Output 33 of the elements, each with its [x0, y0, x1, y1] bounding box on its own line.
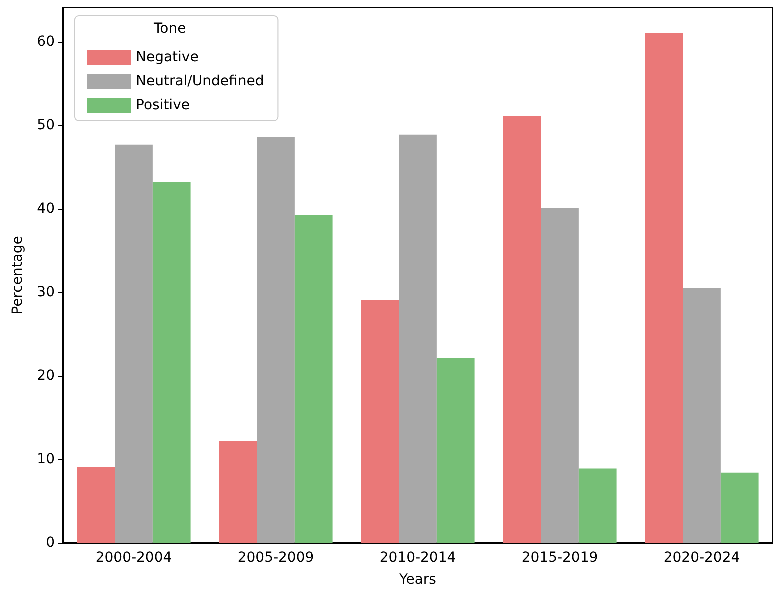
y-tick-label: 50	[37, 118, 55, 134]
y-tick-label: 20	[37, 368, 55, 384]
bar	[77, 467, 116, 543]
bar	[399, 134, 437, 543]
x-tick-label: 2020-2024	[664, 550, 740, 566]
bar	[541, 208, 579, 543]
y-tick-label: 30	[37, 284, 55, 301]
bar	[720, 472, 759, 543]
bar	[115, 144, 153, 543]
y-tick-label: 40	[37, 201, 55, 218]
bar	[294, 214, 333, 543]
y-tick-label: 0	[46, 535, 55, 551]
legend-label: Neutral/Undefined	[136, 74, 264, 90]
x-tick-label: 2015-2019	[522, 550, 598, 566]
y-tick-label: 60	[37, 34, 55, 50]
bar	[257, 137, 295, 543]
bar	[683, 288, 721, 543]
bar	[219, 441, 258, 543]
y-axis-title: Percentage	[10, 236, 26, 315]
bar	[503, 116, 542, 543]
bar	[361, 300, 400, 543]
x-tick-label: 2000-2004	[96, 550, 172, 566]
bar	[152, 182, 191, 543]
x-axis-title: Years	[398, 572, 436, 588]
x-tick-label: 2005-2009	[238, 550, 314, 566]
legend-label: Negative	[136, 50, 199, 66]
x-tick-label: 2010-2014	[380, 550, 456, 566]
bar	[578, 468, 617, 543]
bar	[436, 358, 475, 543]
bar	[645, 33, 684, 543]
legend-title: Tone	[153, 21, 186, 37]
y-tick-label: 10	[37, 452, 55, 468]
legend-label: Positive	[136, 98, 190, 114]
